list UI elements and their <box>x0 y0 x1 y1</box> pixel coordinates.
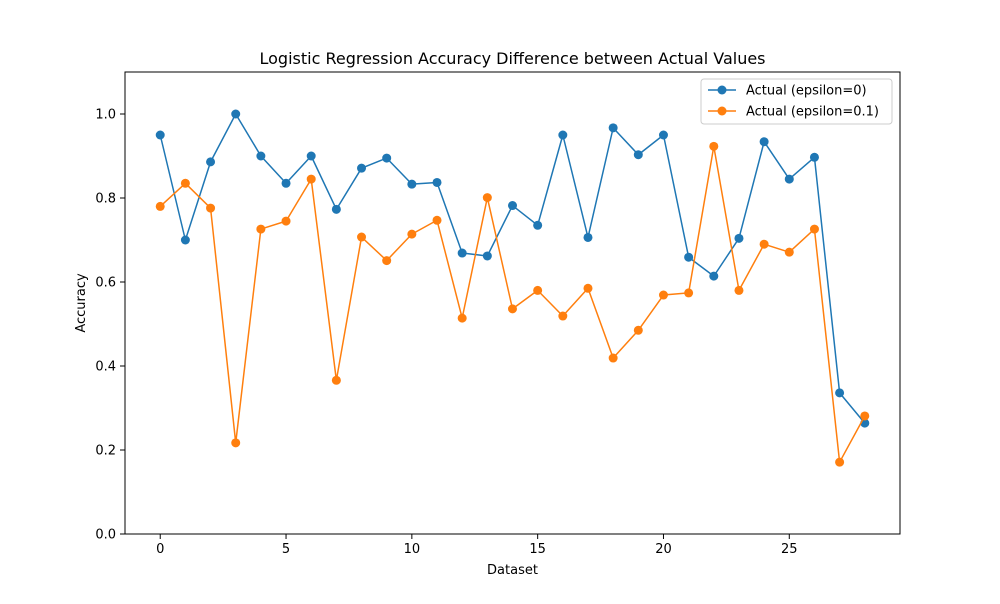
data-point <box>784 174 794 184</box>
x-tick-label: 0 <box>156 542 164 557</box>
data-point <box>684 252 694 262</box>
data-point <box>583 232 593 242</box>
data-point <box>809 152 819 162</box>
data-point <box>382 153 392 163</box>
data-point <box>608 123 618 133</box>
x-axis-label: Dataset <box>487 563 538 578</box>
legend: Actual (epsilon=0) Actual (epsilon=0.1) <box>700 78 893 125</box>
legend-label-series-1: Actual (epsilon=0.1) <box>746 105 879 120</box>
x-axis-ticks: 0 5 10 15 20 25 <box>156 534 798 557</box>
data-point <box>432 177 442 187</box>
data-point <box>281 216 291 226</box>
x-tick-label: 5 <box>282 542 290 557</box>
data-point <box>256 224 266 234</box>
chart-title: Logistic Regression Accuracy Difference … <box>259 49 765 68</box>
data-point <box>382 256 392 266</box>
data-point <box>508 201 517 211</box>
data-point <box>835 457 845 467</box>
data-point <box>331 204 341 214</box>
y-tick-label: 0.2 <box>95 444 116 459</box>
x-tick-label: 20 <box>655 542 672 557</box>
data-point <box>558 311 568 321</box>
data-point <box>533 220 543 230</box>
data-point <box>784 247 794 257</box>
data-point <box>206 203 216 213</box>
data-point <box>759 239 769 249</box>
data-point <box>633 150 643 160</box>
data-point <box>180 235 190 245</box>
data-point <box>457 313 467 323</box>
data-point <box>709 271 719 281</box>
y-tick-label: 0.0 <box>95 528 116 543</box>
data-point <box>734 285 744 295</box>
data-point <box>482 251 492 261</box>
y-tick-label: 0.4 <box>95 360 116 375</box>
data-point <box>533 285 543 295</box>
data-point <box>407 229 417 239</box>
data-point <box>155 201 165 211</box>
data-point <box>809 224 819 234</box>
data-point <box>231 438 241 448</box>
data-point <box>633 325 643 335</box>
data-point <box>558 130 568 140</box>
data-point <box>231 109 241 119</box>
data-point <box>281 178 291 188</box>
data-point <box>432 215 442 225</box>
data-point <box>860 411 870 421</box>
data-point <box>508 304 517 314</box>
legend-label-series-0: Actual (epsilon=0) <box>746 84 867 99</box>
data-point <box>608 353 618 363</box>
legend-marker-series-1 <box>717 106 727 116</box>
data-point <box>457 248 467 258</box>
data-point <box>206 157 216 167</box>
plot-frame <box>124 71 901 535</box>
data-point <box>759 137 769 147</box>
y-tick-label: 1.0 <box>95 108 116 123</box>
legend-box <box>700 78 893 125</box>
series-1 <box>155 141 870 467</box>
data-point <box>734 233 744 243</box>
data-point <box>658 130 668 140</box>
data-point <box>155 130 165 140</box>
y-axis-label: Accuracy <box>74 273 89 333</box>
data-point <box>256 151 266 161</box>
data-point <box>331 375 341 385</box>
data-point <box>835 388 845 398</box>
data-point <box>306 174 316 184</box>
x-tick-label: 10 <box>404 542 421 557</box>
data-point <box>407 179 417 189</box>
data-point <box>357 232 367 242</box>
x-tick-label: 25 <box>781 542 798 557</box>
series-layer <box>155 109 870 467</box>
x-tick-label: 15 <box>529 542 546 557</box>
data-point <box>357 163 367 173</box>
y-tick-label: 0.6 <box>95 276 116 291</box>
data-point <box>709 141 719 151</box>
data-point <box>658 290 668 300</box>
data-point <box>583 283 593 293</box>
data-point <box>482 193 492 203</box>
series-0 <box>155 109 870 428</box>
plot-area <box>125 72 900 534</box>
y-axis-ticks: 0.0 0.2 0.4 0.6 0.8 1.0 <box>95 108 125 543</box>
data-point <box>306 151 316 161</box>
y-tick-label: 0.8 <box>95 192 116 207</box>
legend-marker-series-0 <box>717 85 727 95</box>
data-point <box>684 288 694 298</box>
data-point <box>180 178 190 188</box>
